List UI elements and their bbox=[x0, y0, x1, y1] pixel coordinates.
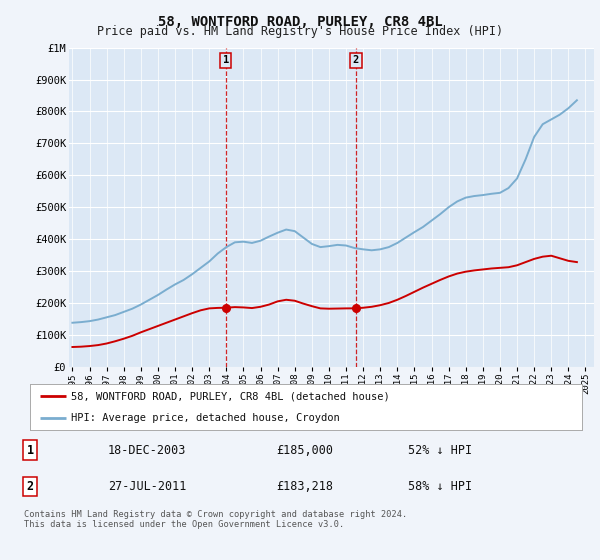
Text: Contains HM Land Registry data © Crown copyright and database right 2024.: Contains HM Land Registry data © Crown c… bbox=[24, 510, 407, 519]
Text: Price paid vs. HM Land Registry's House Price Index (HPI): Price paid vs. HM Land Registry's House … bbox=[97, 25, 503, 38]
Text: This data is licensed under the Open Government Licence v3.0.: This data is licensed under the Open Gov… bbox=[24, 520, 344, 529]
Text: 58, WONTFORD ROAD, PURLEY, CR8 4BL (detached house): 58, WONTFORD ROAD, PURLEY, CR8 4BL (deta… bbox=[71, 391, 390, 401]
Text: 1: 1 bbox=[26, 444, 34, 456]
Text: 27-JUL-2011: 27-JUL-2011 bbox=[108, 480, 187, 493]
Text: £183,218: £183,218 bbox=[276, 480, 333, 493]
Text: 2: 2 bbox=[26, 480, 34, 493]
Text: 58% ↓ HPI: 58% ↓ HPI bbox=[408, 480, 472, 493]
Text: 58, WONTFORD ROAD, PURLEY, CR8 4BL: 58, WONTFORD ROAD, PURLEY, CR8 4BL bbox=[158, 15, 442, 29]
Text: 18-DEC-2003: 18-DEC-2003 bbox=[108, 444, 187, 456]
Text: 1: 1 bbox=[223, 55, 229, 66]
Text: £185,000: £185,000 bbox=[276, 444, 333, 456]
Text: HPI: Average price, detached house, Croydon: HPI: Average price, detached house, Croy… bbox=[71, 413, 340, 423]
Text: 52% ↓ HPI: 52% ↓ HPI bbox=[408, 444, 472, 456]
Text: 2: 2 bbox=[353, 55, 359, 66]
